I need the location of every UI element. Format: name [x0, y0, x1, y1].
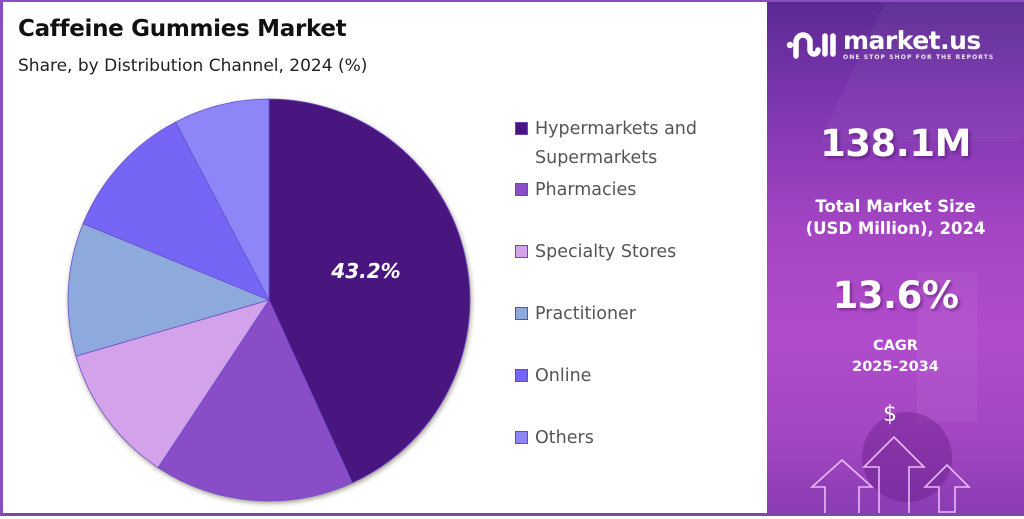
background-decoration — [917, 272, 977, 422]
background-decoration — [819, 2, 1024, 142]
logo-text: market.us — [843, 26, 981, 55]
pie-slice-hypermarkets-and-supermarkets — [268, 98, 471, 484]
legend-swatch — [515, 183, 528, 196]
pie-chart: 43.2% — [3, 2, 767, 513]
legend-label: Pharmacies — [535, 180, 637, 200]
chart-title: Caffeine Gummies Market — [18, 16, 347, 42]
legend-swatch — [515, 245, 528, 258]
legend-item-others: Others — [515, 425, 594, 453]
legend-item-specialty-stores: Specialty Stores — [515, 239, 676, 267]
market-us-logo: market.us ONE STOP SHOP FOR THE REPORTS — [785, 28, 994, 62]
pie-chart-svg: 43.2% — [67, 98, 471, 502]
cagr-value: 13.6% — [832, 274, 959, 317]
market-size-label: Total Market Size (USD Million), 2024 — [805, 197, 986, 238]
logo-icon — [786, 32, 836, 59]
pie-data-label: 43.2% — [330, 259, 400, 283]
cagr-label: CAGR 2025-2034 — [852, 338, 939, 375]
legend-swatch — [515, 431, 528, 444]
pie-slices — [67, 98, 471, 502]
chart-panel: Caffeine Gummies Market Share, by Distri… — [3, 2, 767, 513]
legend-item-pharmacies: Pharmacies — [515, 177, 636, 205]
chart-subtitle: Share, by Distribution Channel, 2024 (%) — [18, 56, 368, 76]
legend-label: Hypermarkets and Supermarkets — [535, 119, 697, 168]
pie-slice-pharmacies — [157, 299, 353, 502]
pie-slice-others — [174, 98, 270, 301]
legend-label: Practitioner — [535, 304, 636, 324]
legend-label: Online — [535, 366, 592, 386]
legend-swatch — [515, 307, 528, 320]
summary-panel: market.us ONE STOP SHOP FOR THE REPORTS … — [767, 2, 1024, 513]
pie-slice-practitioner — [67, 223, 271, 357]
legend-swatch — [515, 122, 528, 135]
legend-swatch — [515, 369, 528, 382]
pie-slice-specialty-stores — [75, 299, 270, 469]
dollar-icon: $ — [883, 402, 897, 427]
market-size-value: 138.1M — [820, 122, 971, 165]
legend-item-hypermarkets: Hypermarkets and Supermarkets — [515, 116, 697, 173]
pie-slice-online — [82, 121, 270, 301]
legend-item-online: Online — [515, 363, 591, 391]
logo-tagline: ONE STOP SHOP FOR THE REPORTS — [843, 54, 995, 61]
growth-arrows-icon — [809, 435, 971, 513]
legend-item-practitioner: Practitioner — [515, 301, 636, 329]
legend-label: Others — [535, 428, 594, 448]
legend-label: Specialty Stores — [535, 242, 677, 262]
